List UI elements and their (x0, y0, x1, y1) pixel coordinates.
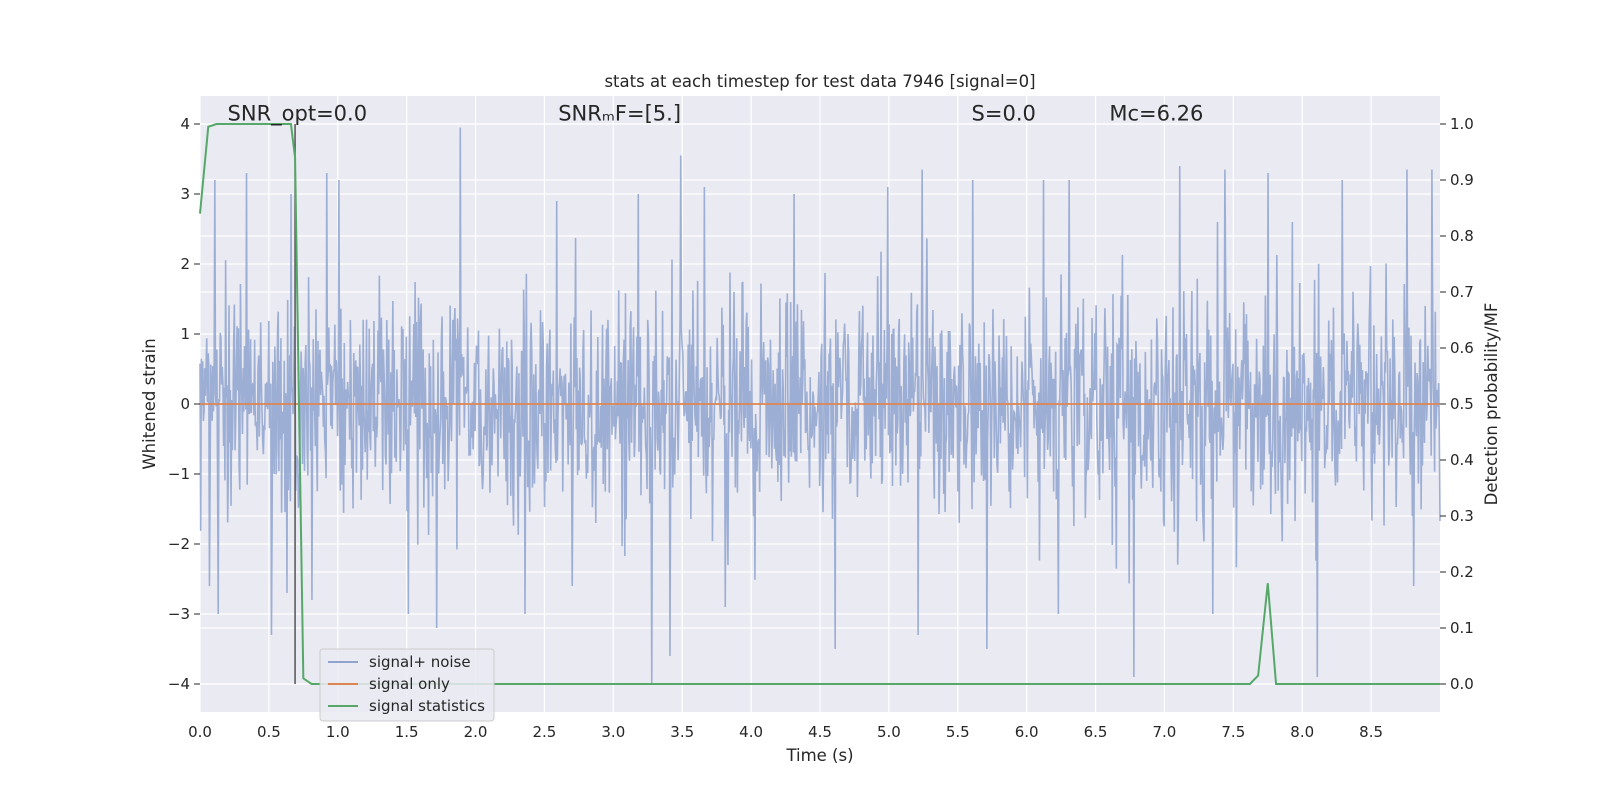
annotation-text: SNR_opt=0.0 (228, 102, 368, 127)
x-tick-label: 4.0 (739, 723, 763, 741)
line-series (199, 123, 1440, 685)
x-tick-label: 7.5 (1221, 723, 1245, 741)
signal-noise-line (199, 127, 1441, 685)
y2-axis-label: Detection probability/MF (1482, 303, 1501, 506)
annotation-text: S=0.0 (972, 102, 1036, 126)
annotation-text: SNRₘF=[5.] (558, 102, 681, 126)
signal-statistics-line (199, 123, 1440, 685)
signal-noise-series (199, 127, 1441, 685)
x-tick-label: 5.0 (877, 723, 901, 741)
x-tick-label: 4.5 (808, 723, 832, 741)
x-tick-label: 8.5 (1359, 723, 1383, 741)
x-tick-label: 2.5 (533, 723, 557, 741)
x-tick-label: 5.5 (946, 723, 970, 741)
legend: signal+ noise signal only signal statist… (319, 648, 495, 722)
legend-label-signal-statistics: signal statistics (369, 697, 485, 715)
annotation-text: Mᴄ=6.26 (1109, 102, 1203, 126)
chart-title: stats at each timestep for test data 794… (604, 72, 1035, 91)
x-tick-label: 7.0 (1153, 723, 1177, 741)
y-tick-label: −3 (168, 605, 190, 623)
y-tick-label: 2 (180, 255, 190, 273)
y2-tick-label: 0.3 (1450, 507, 1474, 525)
y2-tick-label: 0.0 (1450, 675, 1474, 693)
legend-box (319, 648, 495, 722)
x-axis-label: Time (s) (785, 746, 853, 765)
y-tick-label: −1 (168, 465, 190, 483)
x-tick-label: 0.5 (257, 723, 281, 741)
x-tick-label: 6.0 (1015, 723, 1039, 741)
axes: 0.0 0.5 1.0 1.5 2.0 2.5 3.0 3.5 4.0 4.5 5.0 5.5 6.0 6… (168, 115, 1474, 741)
x-tick-label: 3.0 (601, 723, 625, 741)
x-tick-label: 1.5 (395, 723, 419, 741)
y-tick-label: 4 (180, 115, 190, 133)
legend-label-signal-noise: signal+ noise (369, 653, 471, 671)
y2-tick-label: 0.1 (1450, 619, 1474, 637)
annotations: SNR_opt=0.0 SNRₘF=[5.] S=0.0 Mᴄ=6.26 (228, 102, 1204, 127)
x-tick-label: 3.5 (670, 723, 694, 741)
y-axis-label: Whitened strain (140, 338, 159, 469)
legend-label-signal-only: signal only (369, 675, 450, 693)
x-tick-label: 2.0 (464, 723, 488, 741)
y2-tick-label: 0.4 (1450, 451, 1474, 469)
y2-tick-label: 0.6 (1450, 339, 1474, 357)
y2-tick-label: 0.8 (1450, 227, 1474, 245)
x-tick-label: 0.0 (188, 723, 212, 741)
y2-tick-label: 0.5 (1450, 395, 1474, 413)
x-tick-label: 6.5 (1084, 723, 1108, 741)
y-tick-label: −2 (168, 535, 190, 553)
x-tick-label: 1.0 (326, 723, 350, 741)
y-tick-label: 3 (180, 185, 190, 203)
y-tick-label: 1 (180, 325, 190, 343)
y-tick-label: −4 (168, 675, 190, 693)
y2-tick-label: 0.2 (1450, 563, 1474, 581)
y-tick-label: 0 (180, 395, 190, 413)
x-tick-label: 8.0 (1290, 723, 1314, 741)
y2-tick-label: 0.7 (1450, 283, 1474, 301)
y2-tick-label: 0.9 (1450, 171, 1474, 189)
y2-tick-label: 1.0 (1450, 115, 1474, 133)
